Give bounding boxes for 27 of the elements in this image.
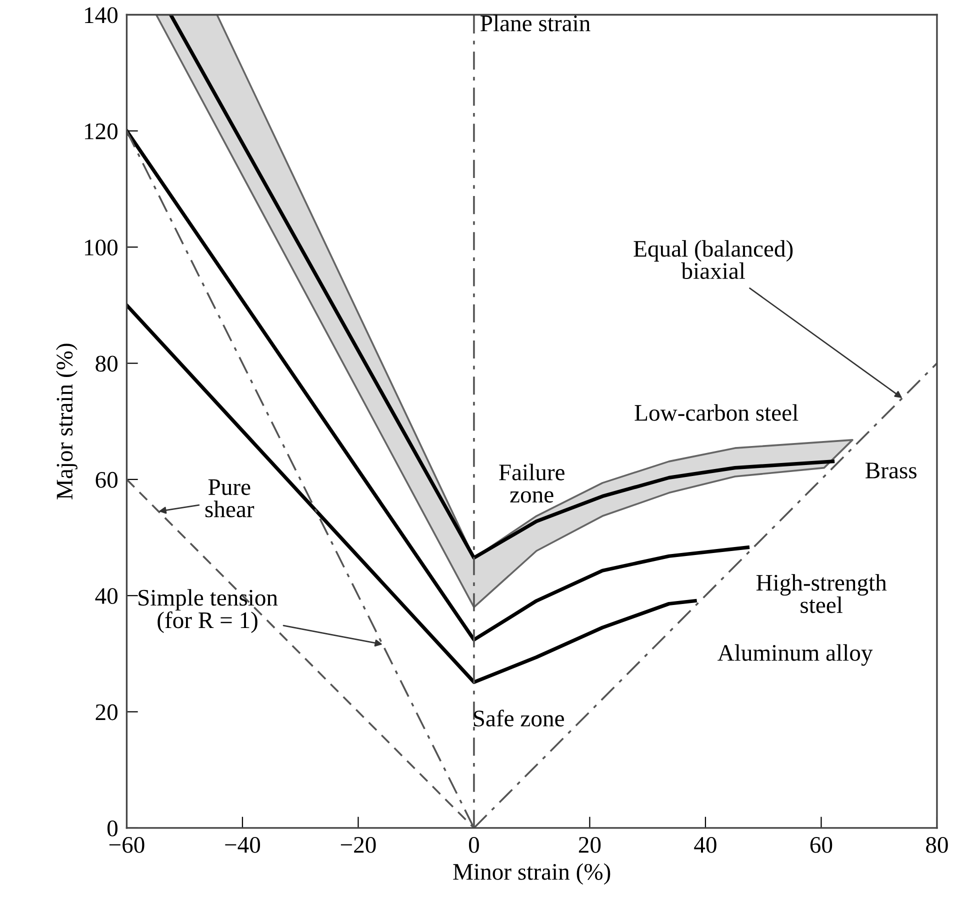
y-tick-label: 120 (85, 123, 118, 140)
y-tick-label: 20 (96, 704, 118, 720)
y-tick-label: 0 (107, 820, 118, 836)
annotation: Equal (balanced) biaxial (634, 240, 793, 280)
y-tick-label: 40 (95, 588, 118, 604)
y-tick-label: 100 (85, 240, 118, 256)
series-label: Brass (866, 462, 916, 478)
x-tick-label: −40 (225, 836, 260, 853)
series-label: High-strength steel (756, 574, 887, 614)
annotation: Safe zone (474, 710, 564, 727)
annotation: Pure shear (205, 479, 254, 518)
annotation: Failure zone (499, 464, 564, 503)
x-axis-title: Minor strain (%) (453, 863, 610, 885)
series-label: Low-carbon steel (634, 404, 798, 421)
y-tick-label: 80 (96, 356, 118, 372)
x-tick-label: 20 (578, 836, 601, 853)
x-tick-label: −60 (109, 836, 144, 853)
ref-line-label: Plane strain (480, 14, 590, 32)
y-axis-title: Major strain (%) (56, 344, 78, 500)
y-tick-label: 60 (96, 472, 118, 488)
text: Aluminum alloy (718, 644, 873, 666)
x-tick-label: 0 (468, 836, 479, 853)
x-tick-label: −20 (340, 836, 376, 853)
x-tick-label: 80 (926, 836, 948, 853)
x-tick-label: 60 (810, 836, 832, 853)
x-tick-label: 40 (694, 836, 716, 853)
y-tick-label: 140 (85, 7, 118, 24)
